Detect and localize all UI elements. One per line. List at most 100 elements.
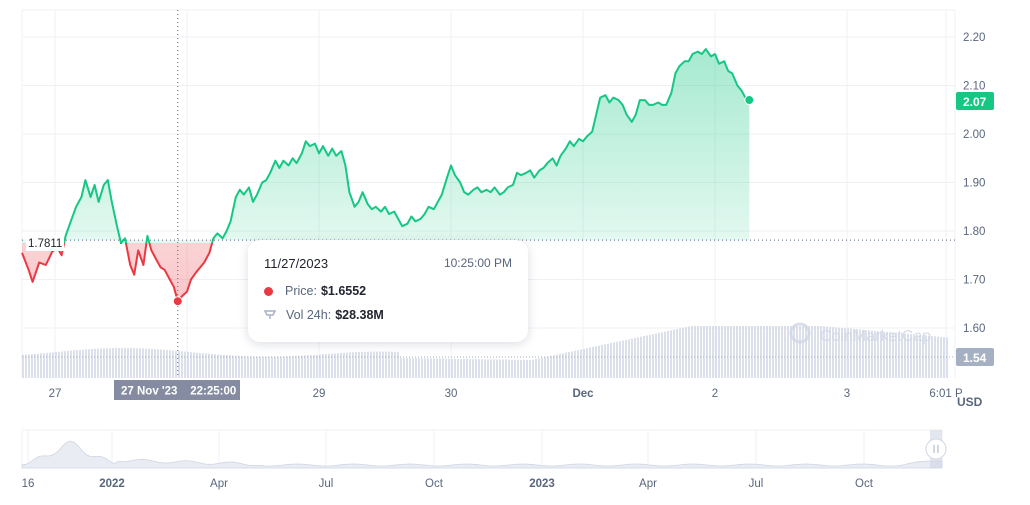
volume-bar (601, 344, 603, 378)
volume-bar (217, 354, 219, 378)
volume-bar (445, 358, 447, 378)
volume-bar (544, 357, 546, 378)
volume-bar (541, 357, 543, 378)
volume-bar (349, 352, 351, 378)
volume-bar (370, 351, 372, 378)
volume-bar (301, 355, 303, 378)
volume-bar (379, 351, 381, 378)
volume-bar (478, 359, 480, 378)
volume-bar (742, 326, 744, 378)
price-tick-label: 2.00 (963, 129, 985, 141)
volume-bar (535, 358, 537, 378)
volume-bar (196, 352, 198, 378)
volume-bar (241, 356, 243, 378)
volume-bar (415, 358, 417, 378)
volume-bar (97, 348, 99, 378)
overview-area (21, 440, 943, 469)
volume-bar (451, 358, 453, 378)
volume-bar (208, 353, 210, 378)
volume-bar (145, 348, 147, 378)
volume-bar (553, 355, 555, 378)
volume-bar (31, 354, 33, 378)
time-tick-label: 6:01 P (929, 388, 963, 400)
volume-bar (337, 353, 339, 378)
overview-navigator[interactable]: 16 2022 Apr Jul Oct 2023 Apr Jul Oct (21, 429, 947, 490)
volume-bar (571, 351, 573, 378)
volume-bar (472, 359, 474, 378)
volume-bar (298, 355, 300, 378)
volume-bar (163, 349, 165, 378)
price-tick-label: 1.80 (963, 226, 985, 238)
volume-bar (745, 326, 747, 378)
price-tooltip: 11/27/2023 10:25:00 PM Price: $1.6552 Vo… (248, 240, 528, 342)
volume-bar (319, 354, 321, 378)
volume-bar (55, 352, 57, 378)
volume-bar (607, 343, 609, 378)
volume-bar (52, 352, 54, 378)
volume-bar (718, 326, 720, 378)
volume-bar (502, 359, 504, 378)
volume-bar (121, 348, 123, 378)
volume-bar (874, 330, 876, 378)
volume-bar (898, 333, 900, 378)
volume-bar (127, 348, 129, 378)
tooltip-date: 11/27/2023 (264, 256, 329, 271)
volume-bar (880, 331, 882, 378)
current-price-point (744, 95, 755, 106)
volume-bar (190, 352, 192, 378)
volume-bar (736, 326, 738, 378)
volume-bar (37, 353, 39, 378)
volume-bar (844, 328, 846, 378)
volume-bar (751, 326, 753, 378)
volume-bar (205, 353, 207, 378)
volume-bar (823, 326, 825, 378)
volume-bar (889, 332, 891, 378)
volume-bar (589, 347, 591, 378)
volume-bar (523, 359, 525, 378)
volume-bar (694, 326, 696, 378)
volume-bar (841, 327, 843, 378)
volume-badge-text: 1.54 (963, 351, 987, 365)
volume-bar (469, 359, 471, 378)
time-tick-label: Dec (572, 388, 594, 400)
volume-bar (463, 358, 465, 378)
volume-bar (373, 351, 375, 378)
volume-bar (913, 334, 915, 378)
volume-bar (580, 349, 582, 378)
volume-bar (667, 330, 669, 378)
volume-bar (733, 326, 735, 378)
price-line-up (63, 48, 750, 243)
volume-bar (64, 351, 66, 378)
overview-tick-label: 2022 (99, 478, 125, 490)
volume-bar (748, 326, 750, 378)
volume-bar (775, 326, 777, 378)
volume-bar (487, 359, 489, 378)
volume-bar (814, 326, 816, 378)
volume-bar (610, 343, 612, 378)
volume-bar (433, 358, 435, 378)
volume-bar (382, 351, 384, 378)
volume-bar (313, 354, 315, 378)
volume-bar (583, 348, 585, 378)
volume-bar (439, 358, 441, 378)
price-dot-icon (264, 286, 273, 296)
volume-bar (418, 358, 420, 378)
volume-bar (817, 326, 819, 378)
volume-bar (262, 356, 264, 378)
volume-bar (310, 355, 312, 378)
overview-handle[interactable] (925, 438, 947, 460)
volume-bar (712, 326, 714, 378)
volume-bar (490, 359, 492, 378)
tooltip-volume-label: Vol 24h: (286, 308, 332, 322)
volume-bar (514, 359, 516, 378)
volume-bar (316, 354, 318, 378)
volume-bar (625, 339, 627, 378)
volume-bar (904, 333, 906, 378)
tooltip-price-value: $1.6552 (320, 284, 367, 298)
volume-bar (403, 358, 405, 378)
volume-bar (322, 354, 324, 378)
overview-tick-label: Apr (639, 478, 657, 490)
current-price-badge-text: 2.07 (963, 95, 987, 109)
